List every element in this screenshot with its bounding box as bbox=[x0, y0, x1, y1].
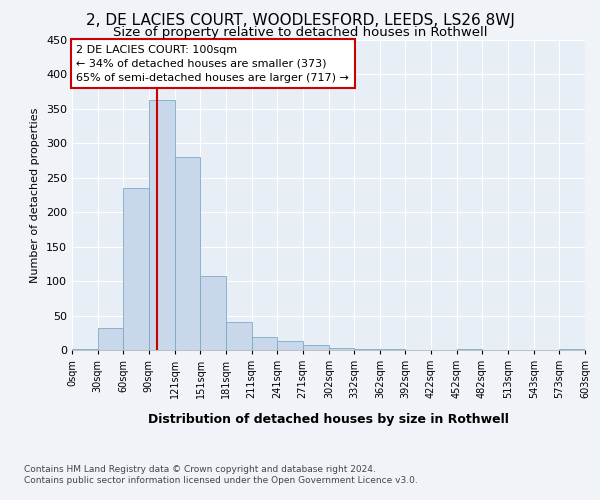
Y-axis label: Number of detached properties: Number of detached properties bbox=[31, 108, 40, 282]
Bar bbox=[200, 276, 226, 350]
Bar bbox=[72, 348, 98, 350]
Text: 2 DE LACIES COURT: 100sqm
← 34% of detached houses are smaller (373)
65% of semi: 2 DE LACIES COURT: 100sqm ← 34% of detac… bbox=[76, 45, 349, 83]
Bar bbox=[226, 322, 251, 350]
Text: Distribution of detached houses by size in Rothwell: Distribution of detached houses by size … bbox=[148, 412, 509, 426]
Text: Size of property relative to detached houses in Rothwell: Size of property relative to detached ho… bbox=[113, 26, 487, 39]
Text: 2, DE LACIES COURT, WOODLESFORD, LEEDS, LS26 8WJ: 2, DE LACIES COURT, WOODLESFORD, LEEDS, … bbox=[86, 12, 514, 28]
Bar bbox=[302, 345, 329, 350]
Bar bbox=[149, 100, 175, 350]
Bar bbox=[175, 157, 200, 350]
Bar bbox=[277, 341, 302, 350]
Text: Contains HM Land Registry data © Crown copyright and database right 2024.: Contains HM Land Registry data © Crown c… bbox=[24, 465, 376, 474]
Bar bbox=[123, 188, 149, 350]
Text: Contains public sector information licensed under the Open Government Licence v3: Contains public sector information licen… bbox=[24, 476, 418, 485]
Bar bbox=[251, 337, 277, 350]
Bar bbox=[98, 328, 123, 350]
Bar bbox=[329, 348, 355, 350]
